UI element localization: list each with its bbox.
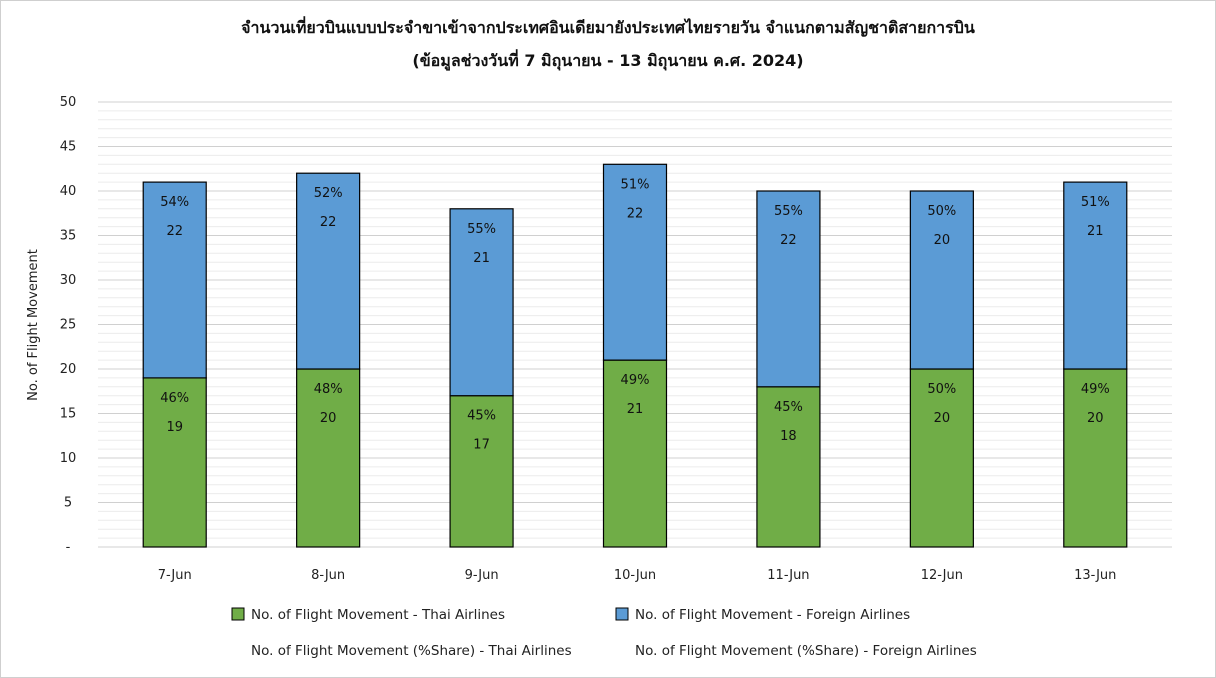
- data-label-foreign-share: 51%: [1081, 195, 1110, 210]
- legend-swatch: [615, 607, 629, 621]
- x-tick-label: 7-Jun: [158, 568, 192, 583]
- y-tick-label: 15: [60, 407, 77, 422]
- data-label-foreign-share: 54%: [160, 195, 189, 210]
- x-tick-label: 11-Jun: [767, 568, 809, 583]
- x-tick-label: 10-Jun: [614, 568, 656, 583]
- data-label-thai-share: 49%: [621, 373, 650, 388]
- data-label-thai-value: 21: [627, 402, 644, 417]
- data-label-thai-value: 20: [320, 411, 337, 426]
- bar-foreign-airlines: [1063, 181, 1128, 370]
- x-axis-ticks: 7-Jun 8-Jun 9-Jun 10-Jun 11-Jun 12-Jun 13-Jun: [158, 568, 1117, 583]
- x-tick-label: 8-Jun: [311, 568, 345, 583]
- data-label-foreign-value: 22: [780, 233, 797, 248]
- data-label-foreign-value: 22: [627, 206, 644, 221]
- bar-thai-airlines: [296, 368, 361, 548]
- y-tick-label: 20: [60, 362, 77, 377]
- data-label-foreign-share: 52%: [314, 186, 343, 201]
- data-label-foreign-value: 20: [934, 233, 951, 248]
- y-tick-label: -: [66, 540, 71, 555]
- legend-label: No. of Flight Movement - Foreign Airline…: [635, 607, 910, 623]
- chart-subtitle: (ข้อมูลช่วงวันที่ 7 มิถุนายน - 13 มิถุนา…: [412, 49, 803, 72]
- legend-label-share: No. of Flight Movement (%Share) - Foreig…: [635, 643, 977, 659]
- data-label-thai-value: 19: [166, 420, 183, 435]
- y-tick-label: 5: [64, 496, 72, 511]
- y-axis-ticks: - 5 10 15 20 25 30 35 40 45 50: [60, 95, 77, 555]
- chart-title: จำนวนเที่ยวบินแบบประจำขาเข้าจากประเทศอิน…: [241, 16, 975, 38]
- bar-foreign-airlines: [142, 181, 207, 379]
- x-tick-label: 13-Jun: [1074, 568, 1116, 583]
- y-tick-label: 45: [60, 140, 77, 155]
- bar-foreign-airlines: [602, 163, 668, 361]
- data-label-thai-value: 18: [780, 429, 797, 444]
- x-tick-label: 9-Jun: [465, 568, 499, 583]
- data-label-thai-value: 20: [934, 411, 951, 426]
- data-label-foreign-share: 55%: [467, 222, 496, 237]
- bar-thai-airlines: [756, 386, 821, 548]
- y-tick-label: 35: [60, 229, 77, 244]
- y-tick-label: 40: [60, 184, 77, 199]
- data-label-thai-share: 45%: [774, 400, 803, 415]
- bar-thai-airlines: [1063, 368, 1128, 548]
- legend-label-share: No. of Flight Movement (%Share) - Thai A…: [251, 643, 572, 659]
- data-label-thai-value: 17: [473, 438, 490, 453]
- data-label-foreign-share: 51%: [621, 177, 650, 192]
- y-tick-label: 25: [60, 318, 77, 333]
- y-tick-label: 30: [60, 273, 77, 288]
- legend: No. of Flight Movement - Thai Airlines No…: [231, 607, 977, 659]
- data-label-foreign-value: 21: [1087, 224, 1104, 239]
- data-label-thai-share: 46%: [160, 391, 189, 406]
- bars: 46% 19 54% 22 48% 20 52% 22 45% 17 55% 21 49% 21 51% 22…: [142, 163, 1128, 548]
- data-label-thai-share: 50%: [927, 382, 956, 397]
- bar-foreign-airlines: [296, 172, 361, 370]
- y-axis-label: No. of Flight Movement: [26, 249, 41, 401]
- y-tick-label: 10: [60, 451, 77, 466]
- data-label-foreign-value: 22: [320, 215, 337, 230]
- bar-foreign-airlines: [449, 208, 514, 397]
- data-label-thai-share: 48%: [314, 382, 343, 397]
- data-label-foreign-share: 55%: [774, 204, 803, 219]
- y-tick-label: 50: [60, 95, 77, 110]
- bar-thai-airlines: [449, 395, 514, 548]
- data-label-foreign-share: 50%: [927, 204, 956, 219]
- bar-thai-airlines: [909, 368, 974, 548]
- legend-swatch: [231, 607, 245, 621]
- data-label-foreign-value: 22: [166, 224, 183, 239]
- bar-foreign-airlines: [909, 190, 974, 370]
- data-label-thai-value: 20: [1087, 411, 1104, 426]
- bar-thai-airlines: [142, 377, 207, 548]
- legend-label: No. of Flight Movement - Thai Airlines: [251, 607, 505, 623]
- data-label-thai-share: 49%: [1081, 382, 1110, 397]
- bar-foreign-airlines: [756, 190, 821, 388]
- data-label-thai-share: 45%: [467, 409, 496, 424]
- data-label-foreign-value: 21: [473, 251, 490, 266]
- bar-thai-airlines: [602, 359, 668, 548]
- x-tick-label: 12-Jun: [921, 568, 963, 583]
